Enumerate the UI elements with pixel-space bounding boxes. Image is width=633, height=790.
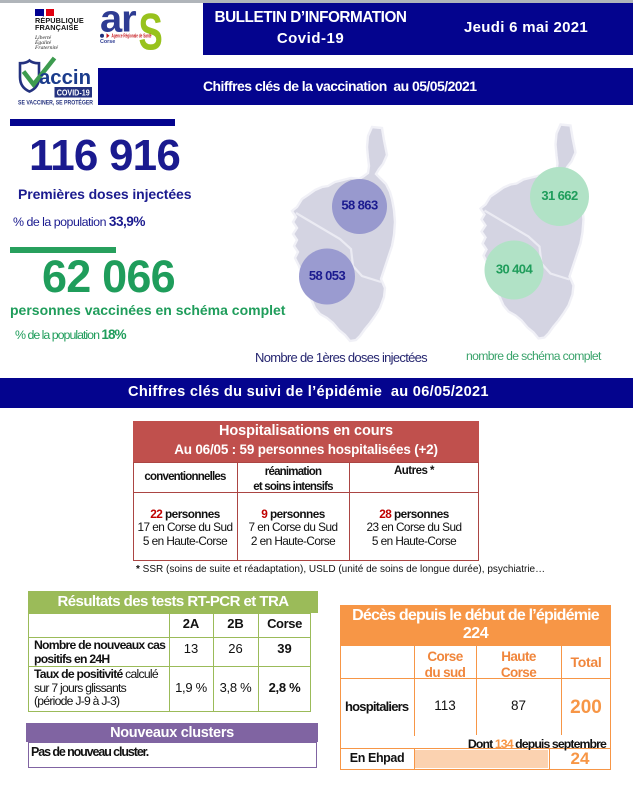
svg-text:30 404: 30 404 xyxy=(496,262,534,277)
svg-text:Corse: Corse xyxy=(100,39,115,45)
svg-text:31 662: 31 662 xyxy=(541,188,578,203)
svg-text:58 863: 58 863 xyxy=(341,198,378,213)
svg-text:S: S xyxy=(139,5,163,57)
svg-text:58 053: 58 053 xyxy=(309,268,346,283)
svg-text:SE VACCINER, SE PROTÉGER: SE VACCINER, SE PROTÉGER xyxy=(18,98,93,107)
svg-text:ar: ar xyxy=(100,5,136,40)
svg-text:Agence Régionale de Santé: Agence Régionale de Santé xyxy=(112,34,152,40)
svg-text:COVID-19: COVID-19 xyxy=(57,88,90,97)
svg-text:accin: accin xyxy=(39,67,91,89)
